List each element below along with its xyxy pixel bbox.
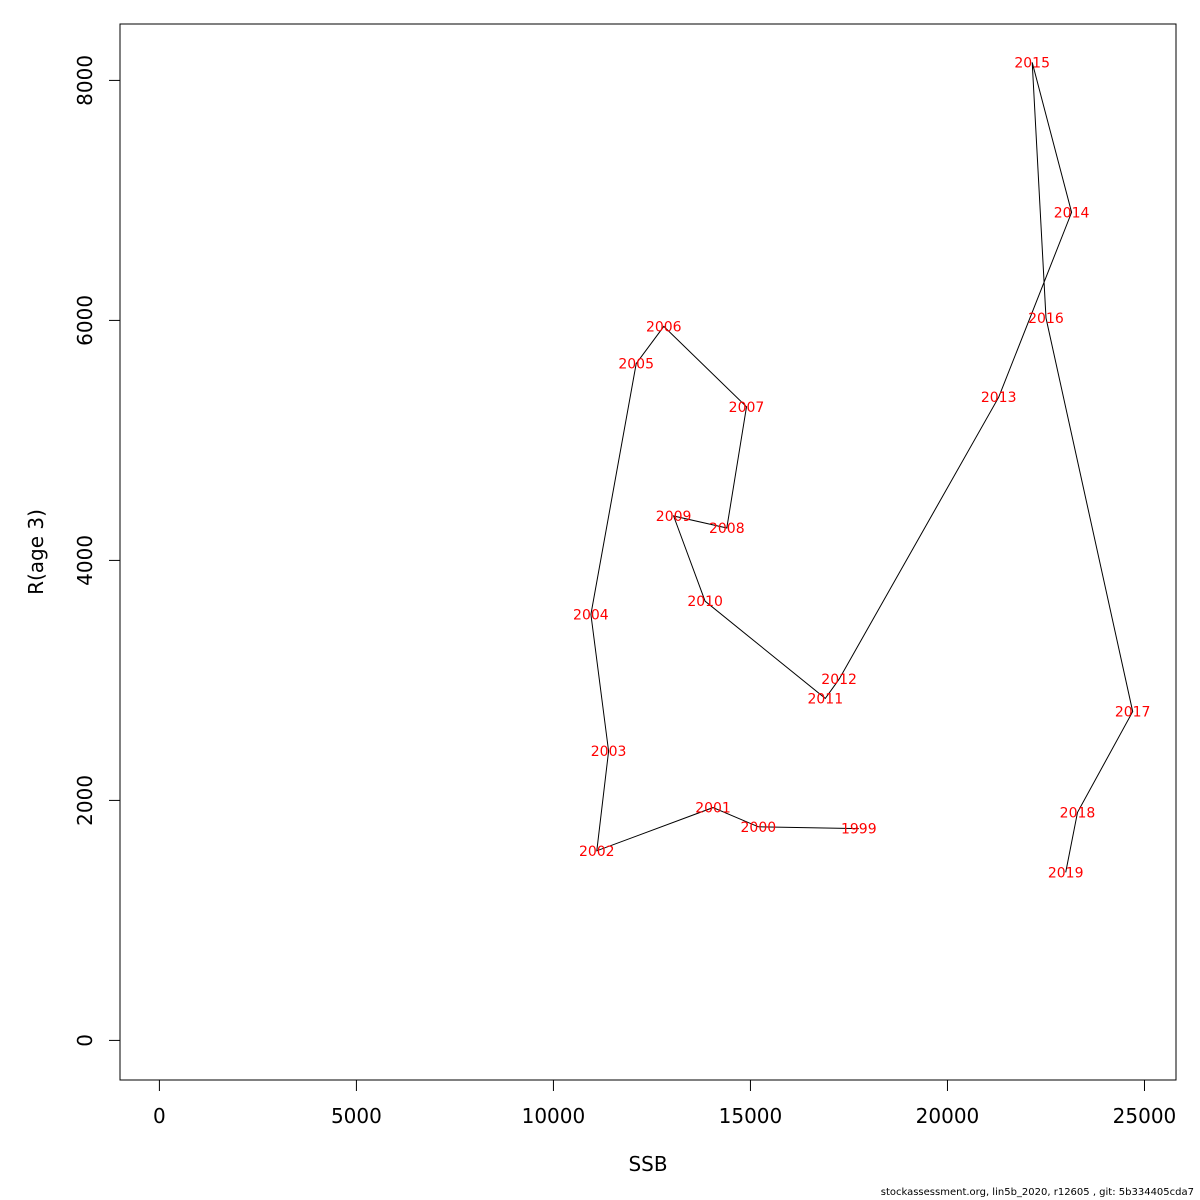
plot-frame [119,23,1177,1081]
x-tick-label: 20000 [916,1104,980,1128]
y-axis-title: R(age 3) [24,509,48,595]
point-label: 2004 [573,607,609,623]
point-label: 2017 [1115,705,1151,721]
point-label: 2010 [687,594,723,610]
y-tick-label: 6000 [73,295,97,346]
point-label: 2000 [741,820,777,836]
plot-area: 0 5000 10000 15000 20000 25000 0 2000 4000 6000 80… [24,23,1177,1176]
point-label: 1999 [841,822,877,838]
point-label: 2014 [1054,205,1090,221]
y-tick-label: 8000 [73,55,97,106]
x-tick-label: 5000 [331,1104,382,1128]
y-tick-label: 2000 [73,775,97,826]
y-tick-label: 4000 [73,535,97,586]
point-label: 2008 [709,521,745,537]
x-tick-label: 15000 [719,1104,783,1128]
point-label: 2019 [1048,865,1084,881]
point-label: 2003 [591,744,627,760]
point-label: 2009 [656,509,692,525]
point-label: 2013 [981,390,1017,406]
x-tick-label: 25000 [1113,1104,1177,1128]
point-label: 2007 [729,400,765,416]
point-label: 2001 [695,801,731,817]
x-tick-label: 0 [153,1104,166,1128]
point-label: 2015 [1014,55,1050,71]
y-tick-label: 0 [73,1034,97,1047]
point-label: 2012 [821,672,857,688]
x-axis-title: SSB [628,1152,667,1176]
point-label: 2016 [1028,311,1064,327]
point-label: 2011 [807,691,843,707]
point-label: 2018 [1060,805,1096,821]
footer-note: stockassessment.org, lin5b_2020, r12605 … [880,1187,1194,1198]
series-line [590,62,1134,873]
point-label: 2006 [646,319,682,335]
point-label: 2002 [579,844,615,860]
point-label: 2005 [618,357,654,373]
x-tick-label: 10000 [522,1104,586,1128]
